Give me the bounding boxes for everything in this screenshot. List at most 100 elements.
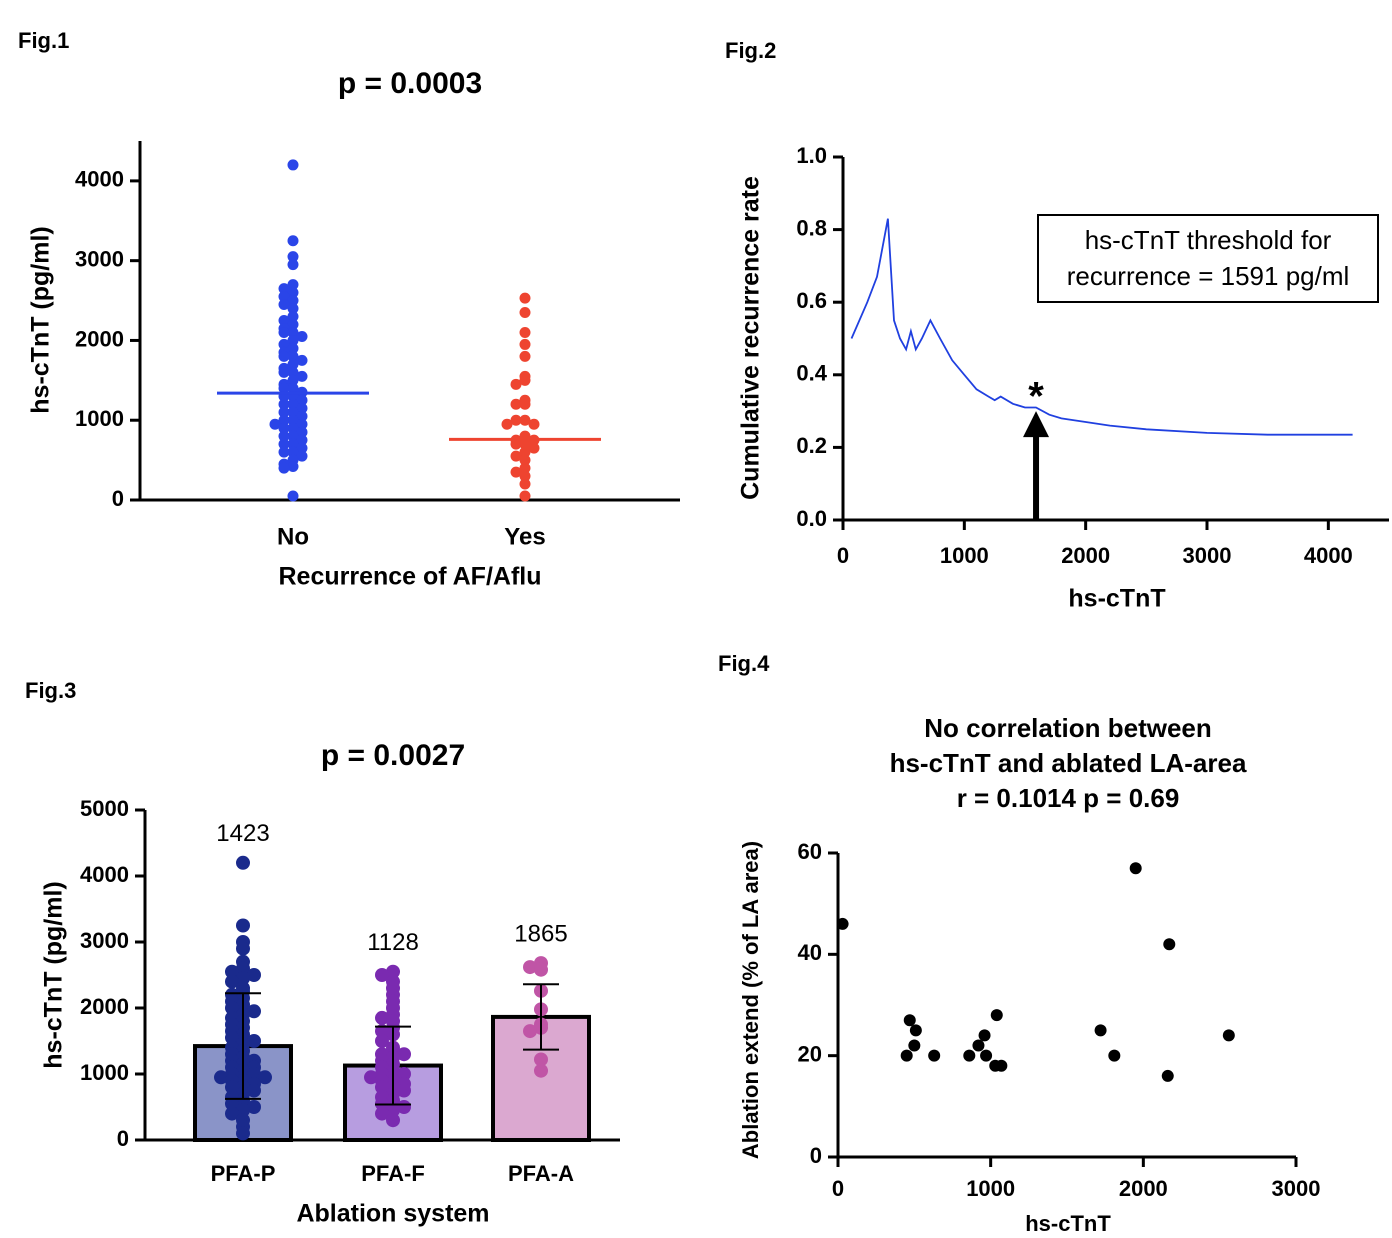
error-bar [225,992,261,1100]
y-tick-label: 1.0 [796,143,827,168]
data-point [978,1029,991,1042]
y-tick-label: 0.4 [796,361,827,386]
data-point [287,406,299,418]
data-point [386,964,400,979]
data-point [900,1049,913,1062]
data-point [510,438,522,450]
error-bar [375,1025,411,1106]
x-tick-label: 3000 [1183,543,1232,568]
data-point [1163,938,1176,951]
data-point [296,402,308,414]
value-label: 1865 [514,920,567,947]
data-point [225,974,239,989]
data-point [287,311,299,323]
data-point [225,1106,239,1121]
x-tick-label: PFA-A [508,1161,574,1186]
data-point [903,1014,916,1027]
data-point [528,442,540,454]
data-point [287,318,299,330]
data-point [1129,862,1142,875]
x-tick-label: 2000 [1061,543,1110,568]
data-point [519,326,531,338]
data-point [836,917,849,930]
y-tick-label: 0.8 [796,215,827,240]
data-point [236,961,250,976]
data-point [287,334,299,346]
data-point [247,1067,261,1081]
annotation-box [1037,214,1379,303]
data-point [510,378,522,390]
data-point [287,303,299,315]
data-point [278,406,290,418]
data-point [519,338,531,350]
data-point [519,454,531,466]
data-point [278,326,290,338]
data-point [278,350,290,362]
x-axis-label: Ablation system [296,1200,489,1228]
y-tick-label: 0 [117,1126,129,1151]
data-point [287,251,299,263]
data-point [523,960,537,975]
data-point [287,374,299,386]
arrow-head [1023,411,1050,438]
chart-title: p = 0.0027 [321,739,465,772]
x-tick-label: PFA-P [211,1161,276,1186]
data-point [214,1070,228,1085]
data-point [519,438,531,450]
data-point [296,434,308,446]
data-point [225,1030,239,1045]
y-tick-label: 4000 [75,167,124,192]
x-tick-label: 0 [837,543,849,568]
x-tick-label: Yes [504,523,545,550]
data-point [908,1039,921,1052]
chart-title: hs-cTnT and ablated LA-area [890,748,1247,778]
data-point [519,292,531,304]
data-point [236,918,250,933]
data-point [236,1126,250,1141]
y-axis-label: hs-cTnT (pg/ml) [27,226,55,413]
data-point [519,446,531,458]
y-axis-label: hs-cTnT (pg/ml) [40,881,68,1068]
data-point [278,446,290,458]
data-point [1222,1029,1235,1042]
data-point [278,315,290,326]
data-point [519,470,531,482]
threshold-marker: * [1028,375,1044,419]
data-point [247,968,261,982]
data-point [397,1047,411,1062]
y-tick-label: 2000 [80,994,129,1019]
data-point [225,1001,239,1015]
data-point [510,466,522,478]
data-point [510,450,522,462]
data-point [534,1063,548,1078]
data-point [296,330,308,342]
y-tick-label: 20 [798,1041,822,1066]
x-axis-label: Recurrence of AF/Aflu [278,563,541,591]
y-tick-label: 40 [798,940,822,965]
data-point [225,1096,239,1111]
data-point [278,291,290,303]
data-point [278,430,290,442]
figure-label: Fig.1 [18,28,69,53]
data-point [287,446,299,458]
figure-label: Fig.2 [725,38,776,63]
data-point [287,460,299,472]
data-point [995,1059,1008,1072]
data-point [278,366,290,378]
data-point [287,438,299,450]
data-point [287,287,299,299]
data-point [519,374,531,386]
error-bar [523,983,559,1051]
data-point [269,418,281,430]
y-tick-label: 5000 [80,796,129,821]
data-point [287,414,299,426]
data-point [287,422,299,434]
data-point [278,422,290,434]
x-tick-label: 1000 [940,543,989,568]
data-point [296,418,308,430]
y-tick-label: 60 [798,839,822,864]
data-point [296,394,308,406]
data-point [972,1039,985,1052]
y-axis-label: Ablation extend (% of LA area) [738,841,763,1159]
data-point [287,279,299,291]
